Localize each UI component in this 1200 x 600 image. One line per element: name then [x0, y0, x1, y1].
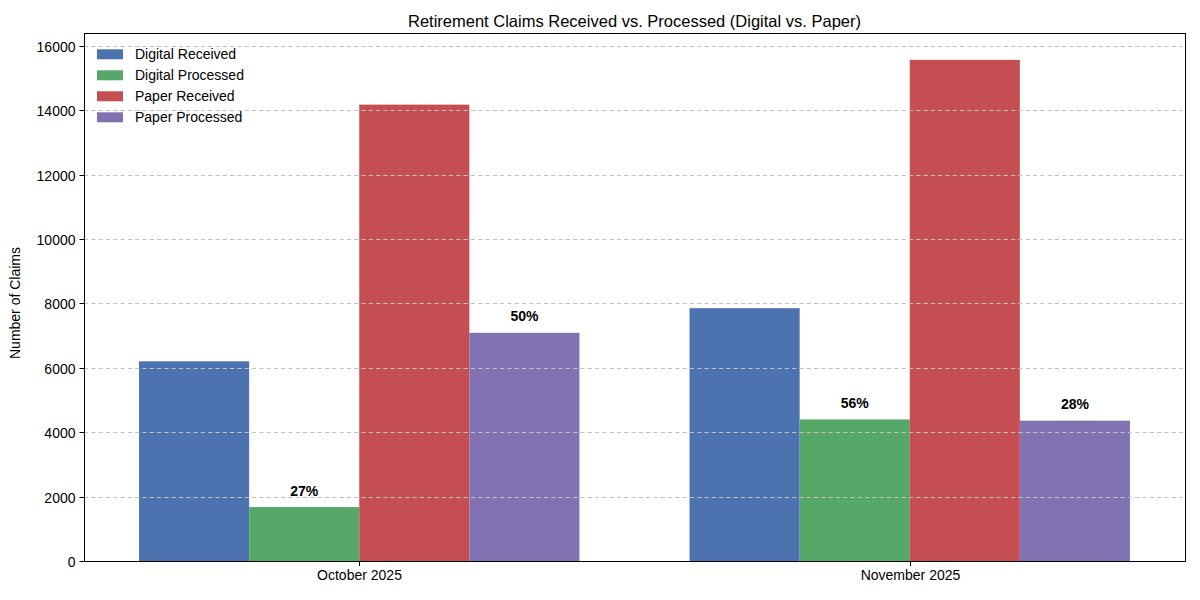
- legend-label-paper-received: Paper Received: [135, 88, 235, 104]
- bar-digital-processed-october-2025: [249, 507, 359, 561]
- y-axis-label: Number of Claims: [7, 247, 23, 359]
- legend-label-paper-processed: Paper Processed: [135, 109, 242, 125]
- x-tick-label-november-2025: November 2025: [861, 567, 961, 583]
- y-tick-label: 12000: [37, 168, 76, 184]
- y-tick-label: 10000: [37, 232, 76, 248]
- bar-label-paper-processed-october-2025: 50%: [510, 308, 539, 324]
- bar-digital-received-october-2025: [139, 361, 249, 561]
- chart-canvas: Retirement Claims Received vs. Processed…: [0, 0, 1200, 600]
- legend-swatch-digital-received: [97, 49, 123, 59]
- bar-digital-received-november-2025: [690, 308, 800, 561]
- bar-label-digital-processed-october-2025: 27%: [290, 483, 319, 499]
- legend-swatch-paper-processed: [97, 112, 123, 122]
- bar-paper-received-november-2025: [910, 60, 1020, 561]
- x-tick-label-october-2025: October 2025: [317, 567, 402, 583]
- legend-label-digital-received: Digital Received: [135, 46, 236, 62]
- y-tick-label: 2000: [44, 490, 75, 506]
- legend-swatch-digital-processed: [97, 70, 123, 80]
- y-tick-label: 8000: [44, 296, 75, 312]
- bar-digital-processed-november-2025: [800, 419, 910, 561]
- y-tick-label: 16000: [37, 39, 76, 55]
- y-tick-label: 0: [68, 554, 76, 570]
- chart-title: Retirement Claims Received vs. Processed…: [408, 12, 861, 30]
- bar-label-paper-processed-november-2025: 28%: [1061, 396, 1090, 412]
- legend-label-digital-processed: Digital Processed: [135, 67, 244, 83]
- legend-swatch-paper-received: [97, 91, 123, 101]
- y-tick-label: 4000: [44, 425, 75, 441]
- bar-paper-processed-october-2025: [469, 333, 579, 561]
- y-tick-label: 6000: [44, 361, 75, 377]
- y-tick-label: 14000: [37, 103, 76, 119]
- bar-paper-received-october-2025: [359, 105, 469, 561]
- bar-label-digital-processed-november-2025: 56%: [841, 395, 870, 411]
- bar-paper-processed-november-2025: [1020, 421, 1130, 561]
- bar-chart-figure: Retirement Claims Received vs. Processed…: [0, 0, 1200, 600]
